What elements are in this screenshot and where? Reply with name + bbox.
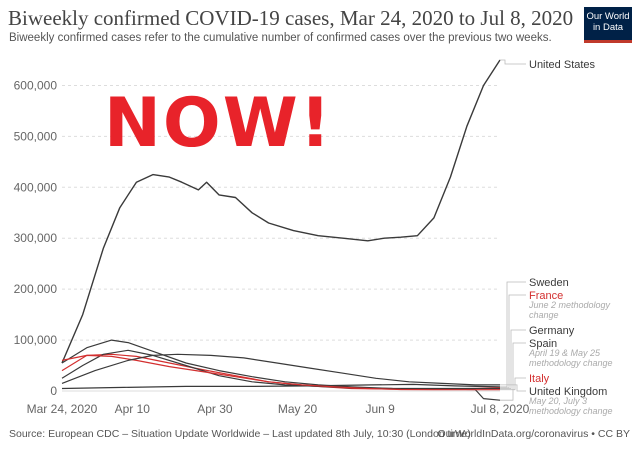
- legend-label-italy: Italy: [529, 373, 550, 385]
- y-tick-label: 600,000: [14, 78, 58, 92]
- legend-leader-line: [500, 294, 526, 389]
- series-line-united-kingdom: [61, 353, 500, 386]
- legend-label-spain: Spain: [529, 338, 557, 350]
- x-tick-label: Jun 9: [365, 402, 395, 416]
- legend-label-france: France: [529, 290, 563, 302]
- owid-logo[interactable]: Our World in Data: [584, 7, 632, 43]
- y-tick-label: 200,000: [14, 282, 58, 296]
- legend-note: methodology change: [529, 358, 613, 368]
- x-tick-label: Apr 30: [197, 402, 233, 416]
- legend-note: June 2 methodology: [528, 300, 611, 310]
- x-tick-label: Mar 24, 2020: [27, 402, 98, 416]
- footer-url[interactable]: OurWorldInData.org/coronavirus • CC BY: [437, 428, 630, 440]
- legend-leader-line: [500, 342, 526, 401]
- logo-line-2: in Data: [592, 22, 624, 33]
- legend-leader-line: [500, 384, 526, 392]
- legend-leader-line: [500, 329, 526, 389]
- x-tick-label: May 20: [278, 402, 318, 416]
- legend-leader-line: [500, 281, 526, 388]
- now-overlay-text: NOW!: [104, 84, 333, 163]
- series-line-italy: [61, 354, 500, 391]
- legend-label-united-states: United States: [529, 59, 596, 71]
- y-tick-label: 0: [50, 384, 57, 398]
- legend-label-united-kingdom: United Kingdom: [529, 386, 607, 398]
- legend-note: methodology change: [529, 406, 613, 416]
- y-tick-label: 100,000: [14, 333, 58, 347]
- series-line-united-states: [61, 59, 501, 364]
- chart-subtitle: Biweekly confirmed cases refer to the cu…: [9, 32, 552, 44]
- chart-title: Biweekly confirmed COVID-19 cases, Mar 2…: [8, 6, 574, 30]
- legend-label-germany: Germany: [529, 325, 575, 337]
- legend-label-sweden: Sweden: [529, 277, 569, 289]
- legend-leader-line: [500, 59, 526, 65]
- logo-line-1: Our World: [586, 11, 630, 22]
- legend-note: change: [529, 310, 559, 320]
- legend-note: May 20, July 3: [529, 396, 587, 406]
- legend-note: April 19 & May 25: [528, 348, 601, 358]
- y-tick-label: 400,000: [14, 180, 58, 194]
- y-tick-label: 500,000: [14, 129, 58, 143]
- footer-source: Source: European CDC – Situation Update …: [9, 428, 471, 440]
- x-tick-label: Apr 10: [115, 402, 151, 416]
- x-tick-label: Jul 8, 2020: [471, 402, 530, 416]
- y-tick-label: 300,000: [14, 231, 58, 245]
- legend-leader-line: [500, 377, 526, 391]
